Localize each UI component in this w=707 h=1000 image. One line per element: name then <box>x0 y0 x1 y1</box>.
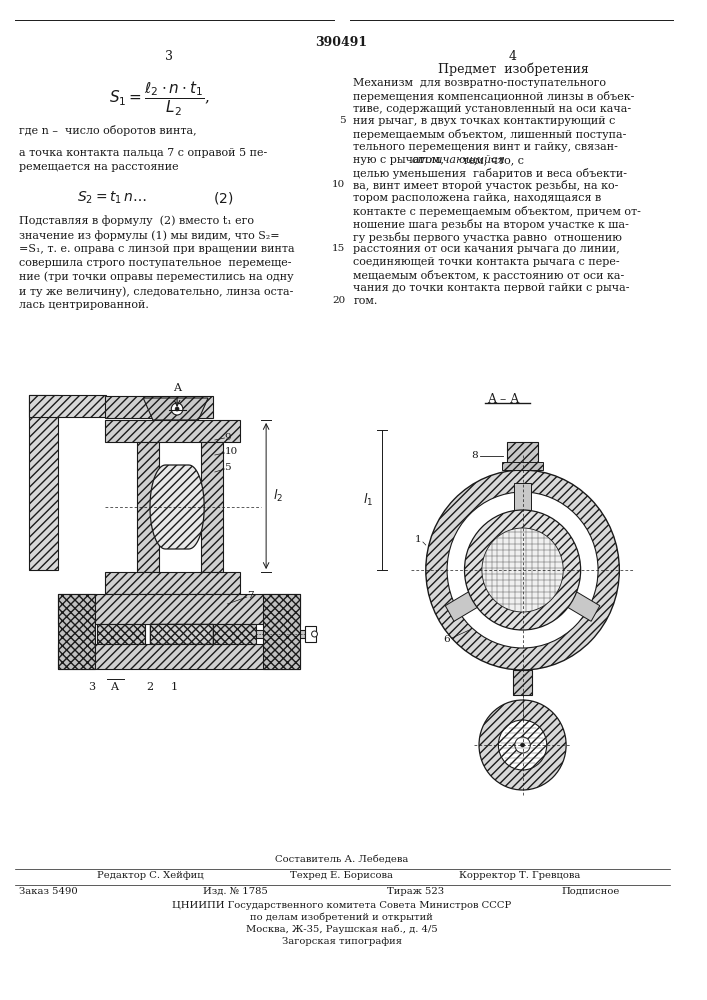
Circle shape <box>312 631 317 637</box>
Text: Изд. № 1785: Изд. № 1785 <box>203 887 268 896</box>
Bar <box>97 624 145 644</box>
Text: A: A <box>110 682 118 692</box>
Text: расстояния от оси качания рычага до линии,: расстояния от оси качания рычага до лини… <box>354 244 620 254</box>
Text: 9: 9 <box>225 432 231 442</box>
Circle shape <box>175 407 179 411</box>
Bar <box>502 462 543 470</box>
Bar <box>150 624 213 644</box>
Text: $S_2=t_1\,n\ldots$: $S_2=t_1\,n\ldots$ <box>78 190 147 206</box>
Bar <box>201 442 223 572</box>
Text: соединяющей точки контакта рычага с пере-: соединяющей точки контакта рычага с пере… <box>354 257 620 267</box>
Text: 8: 8 <box>472 452 478 460</box>
Text: 390491: 390491 <box>315 36 368 49</box>
Bar <box>507 442 538 470</box>
Bar <box>305 626 317 642</box>
Text: тельного перемещения винт и гайку, связан-: тельного перемещения винт и гайку, связа… <box>354 142 618 152</box>
Bar <box>105 420 240 442</box>
Text: контакте с перемещаемым объектом, причем от-: контакте с перемещаемым объектом, причем… <box>354 206 641 217</box>
Text: 5: 5 <box>225 464 231 473</box>
Text: по делам изобретений и открытий: по делам изобретений и открытий <box>250 913 433 922</box>
Bar <box>58 594 300 624</box>
Text: а точка контакта пальца 7 с оправой 5 пе-
ремещается на расстояние: а точка контакта пальца 7 с оправой 5 пе… <box>19 148 268 172</box>
Text: $l_2$: $l_2$ <box>273 488 283 504</box>
Polygon shape <box>105 396 213 418</box>
Text: ЦНИИПИ Государственного комитета Совета Министров СССР: ЦНИИПИ Государственного комитета Совета … <box>172 901 511 910</box>
Text: Предмет  изобретения: Предмет изобретения <box>438 62 588 76</box>
FancyBboxPatch shape <box>568 592 600 621</box>
Text: ношение шага резьбы на втором участке к ша-: ношение шага резьбы на втором участке к … <box>354 219 629 230</box>
Circle shape <box>520 743 525 747</box>
Circle shape <box>171 403 183 415</box>
Text: гу резьбы первого участка равно  отношению: гу резьбы первого участка равно отношени… <box>354 232 622 243</box>
Text: 1: 1 <box>170 682 177 692</box>
Text: 20: 20 <box>332 296 346 305</box>
Text: 4: 4 <box>509 50 517 63</box>
Bar <box>257 630 305 638</box>
Text: гом.: гом. <box>354 296 378 306</box>
Text: 3: 3 <box>88 682 95 692</box>
Bar <box>58 644 300 669</box>
Text: 1: 1 <box>414 536 421 544</box>
Text: A – A: A – A <box>486 393 519 406</box>
Text: Подставляя в формулу  (2) вместо t₁ его
значение из формулы (1) мы видим, что S₂: Подставляя в формулу (2) вместо t₁ его з… <box>19 215 295 310</box>
Circle shape <box>479 700 566 790</box>
Text: Механизм  для возвратно-поступательного: Механизм для возвратно-поступательного <box>354 78 606 88</box>
Circle shape <box>498 720 547 770</box>
Text: A: A <box>173 383 181 393</box>
Text: 10: 10 <box>225 448 238 456</box>
Text: Заказ 5490: Заказ 5490 <box>19 887 78 896</box>
Text: 10: 10 <box>332 180 346 189</box>
Text: Техред Е. Борисова: Техред Е. Борисова <box>290 871 393 880</box>
Bar <box>58 594 95 669</box>
Text: $l_1$: $l_1$ <box>363 492 373 508</box>
Text: чания до точки контакта первой гайки с рыча-: чания до точки контакта первой гайки с р… <box>354 283 630 293</box>
Bar <box>513 670 532 695</box>
Polygon shape <box>150 465 204 549</box>
Circle shape <box>515 737 530 753</box>
Circle shape <box>426 470 619 670</box>
Text: Подписное: Подписное <box>561 887 619 896</box>
Text: $(2)$: $(2)$ <box>213 190 233 206</box>
FancyBboxPatch shape <box>445 592 477 621</box>
Text: Корректор Т. Гревцова: Корректор Т. Гревцова <box>460 871 580 880</box>
Bar <box>29 395 107 417</box>
Bar <box>137 442 158 572</box>
Text: 3: 3 <box>165 50 173 63</box>
Text: ва, винт имеет второй участок резьбы, на ко-: ва, винт имеет второй участок резьбы, на… <box>354 180 619 191</box>
Text: $S_1 = \dfrac{\ell_2 \cdot n \cdot t_1}{L_2}$,: $S_1 = \dfrac{\ell_2 \cdot n \cdot t_1}{… <box>109 80 210 118</box>
Bar <box>213 624 257 644</box>
Text: ния рычаг, в двух точках контактирующий с: ния рычаг, в двух точках контактирующий … <box>354 116 616 126</box>
FancyBboxPatch shape <box>514 483 531 511</box>
Text: 7: 7 <box>247 591 253 600</box>
Text: Редактор С. Хейфиц: Редактор С. Хейфиц <box>97 871 204 880</box>
Circle shape <box>447 492 598 648</box>
Text: тиве, содержащий установленный на оси кача-: тиве, содержащий установленный на оси ка… <box>354 104 631 114</box>
Text: 5: 5 <box>339 116 346 125</box>
Text: мещаемым объектом, к расстоянию от оси ка-: мещаемым объектом, к расстоянию от оси к… <box>354 270 624 281</box>
Circle shape <box>482 528 563 612</box>
Bar <box>263 594 300 669</box>
Bar <box>29 395 58 570</box>
Text: тором расположена гайка, находящаяся в: тором расположена гайка, находящаяся в <box>354 193 602 203</box>
Text: Составитель А. Лебедева: Составитель А. Лебедева <box>275 855 408 864</box>
Text: перемещаемым объектом, лишенный поступа-: перемещаемым объектом, лишенный поступа- <box>354 129 626 140</box>
Circle shape <box>464 510 580 630</box>
Bar <box>105 572 240 594</box>
Text: 6: 6 <box>443 636 450 645</box>
Text: Москва, Ж-35, Раушская наб., д. 4/5: Москва, Ж-35, Раушская наб., д. 4/5 <box>246 925 438 934</box>
Text: перемещения компенсационной линзы в объек-: перемещения компенсационной линзы в объе… <box>354 91 635 102</box>
Text: целью уменьшения  габаритов и веса объекти-: целью уменьшения габаритов и веса объект… <box>354 168 627 179</box>
Text: тем, что, с: тем, что, с <box>459 155 524 165</box>
Text: Загорская типография: Загорская типография <box>281 937 402 946</box>
Text: где n –  число оборотов винта,: где n – число оборотов винта, <box>19 125 197 136</box>
Text: отличающийся: отличающийся <box>412 155 506 165</box>
Text: ную с рычагом,: ную с рычагом, <box>354 155 448 165</box>
Text: 15: 15 <box>332 244 346 253</box>
Text: 2: 2 <box>146 682 153 692</box>
Polygon shape <box>144 398 208 420</box>
Text: Тираж 523: Тираж 523 <box>387 887 444 896</box>
Bar <box>150 624 213 644</box>
